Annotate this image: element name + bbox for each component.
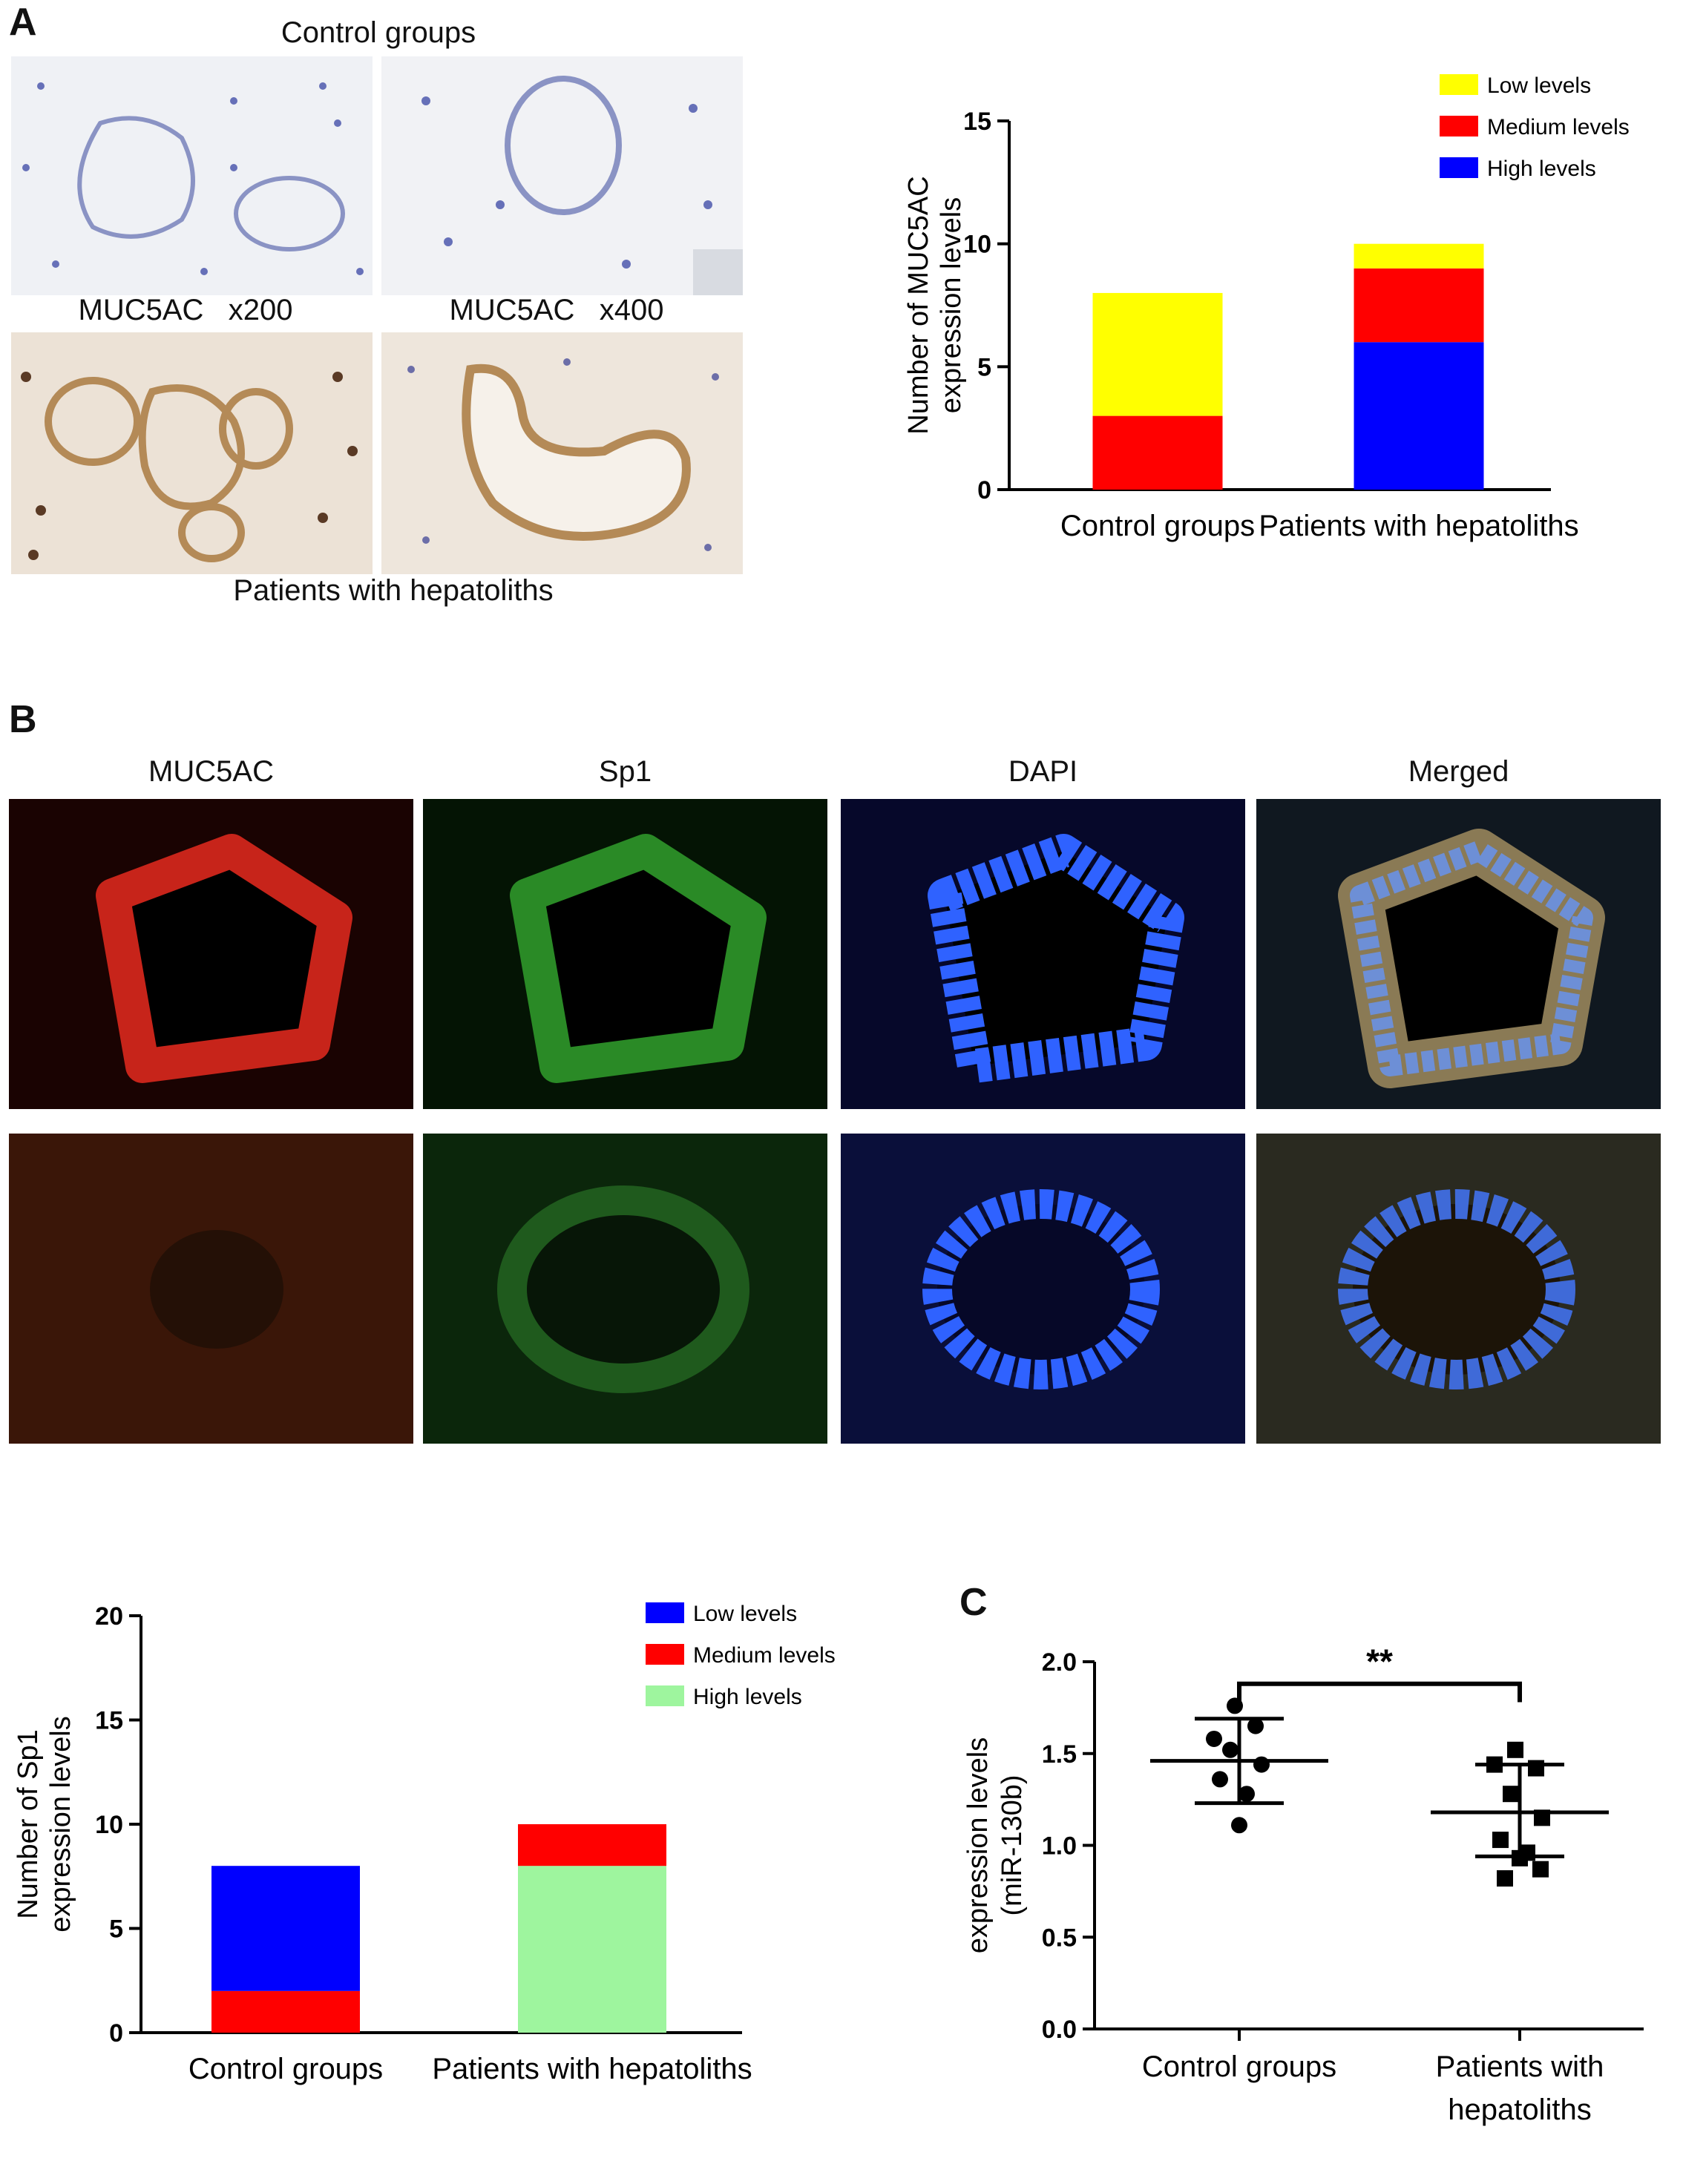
fluorescence-merged-row1 — [1256, 799, 1661, 1109]
data-point-patient — [1497, 1870, 1513, 1887]
y-axis-label: expression levels — [962, 1737, 994, 1953]
micrograph-control-x400 — [381, 56, 743, 295]
bar-segment-low-levels — [211, 1866, 360, 1991]
y-tick-label: 10 — [95, 1811, 123, 1839]
y-tick-label: 0.5 — [1042, 1924, 1077, 1952]
y-tick-label: 0 — [109, 2019, 123, 2048]
bar-segment-medium-levels — [211, 1990, 360, 2033]
channel-label-sp1: Sp1 — [598, 755, 652, 788]
fluorescence-dapi-row1 — [841, 799, 1245, 1109]
legend-swatch — [646, 1685, 684, 1706]
y-tick-label: 15 — [95, 1707, 123, 1735]
x-category-label: Patients with — [1436, 2050, 1604, 2083]
mir130b-scatter-chart: 0.0 0.5 1.0 1.5 2.0 expression levels (miR-130… — [962, 1642, 1644, 2126]
y-tick-label: 10 — [963, 231, 991, 259]
y-axis-label: (miR-130b) — [997, 1774, 1028, 1915]
bar-segment-medium-levels — [1092, 415, 1223, 490]
sp1-levels-chart: 0 5 10 15 20 Number of Sp1 expression levels Co… — [13, 1602, 836, 2085]
y-tick-label: 0.0 — [1042, 2016, 1077, 2044]
bar-segment-medium-levels — [518, 1824, 666, 1866]
significance-label: ** — [1366, 1642, 1393, 1681]
legend-label: Low levels — [1487, 73, 1591, 98]
data-point-patient — [1528, 1760, 1544, 1777]
legend-label: Low levels — [693, 1602, 797, 1626]
channel-label-merged: Merged — [1408, 755, 1509, 788]
y-axis-label: Number of Sp1 — [13, 1729, 44, 1919]
fluorescence-dapi-row2 — [841, 1134, 1245, 1444]
patients-caption: Patients with hepatoliths — [233, 574, 554, 607]
legend-swatch — [646, 1602, 684, 1623]
micrograph-patient-x400 — [381, 332, 743, 574]
legend-label: High levels — [693, 1685, 802, 1709]
y-tick-label: 5 — [977, 353, 991, 381]
channel-label-dapi: DAPI — [1008, 755, 1078, 788]
y-tick-label: 1.0 — [1042, 1832, 1077, 1861]
bar-segment-high-levels — [1354, 342, 1484, 490]
x-category-label: Control groups — [188, 2053, 383, 2085]
micrograph-control-x200 — [11, 56, 373, 295]
legend-label: Medium levels — [693, 1643, 836, 1668]
data-point-patient — [1503, 1786, 1519, 1803]
data-point-patient — [1532, 1861, 1549, 1878]
data-point-control — [1206, 1730, 1222, 1747]
legend-swatch — [1440, 116, 1478, 136]
panel-b-letter: B — [9, 698, 37, 741]
y-tick-label: 20 — [95, 1602, 123, 1631]
data-point-control — [1212, 1771, 1228, 1788]
y-axis-label: Number of MUC5AC — [903, 176, 934, 434]
x-category-label: Control groups — [1142, 2050, 1336, 2083]
fluorescence-sp1-row2 — [423, 1134, 827, 1444]
magnification-label-x200: MUC5AC x200 — [78, 294, 293, 326]
x-category-label: Patients with hepatoliths — [432, 2053, 752, 2085]
y-tick-label: 1.5 — [1042, 1740, 1077, 1769]
bar-segment-high-levels — [518, 1866, 666, 2033]
data-point-patient — [1492, 1832, 1509, 1849]
y-axis-label: expression levels — [936, 197, 967, 413]
legend-label: High levels — [1487, 157, 1596, 181]
y-tick-label: 0 — [977, 476, 991, 504]
control-groups-caption: Control groups — [280, 16, 476, 49]
y-tick-label: 15 — [963, 108, 991, 136]
legend-label: Medium levels — [1487, 115, 1630, 139]
panel-c-letter: C — [959, 1581, 988, 1624]
fluorescence-muc5ac-row1 — [9, 799, 413, 1109]
fluorescence-sp1-row1 — [423, 799, 827, 1109]
magnification-label-x400: MUC5AC x400 — [449, 294, 664, 326]
bar-segment-low-levels — [1354, 243, 1484, 269]
data-point-control — [1231, 1817, 1247, 1834]
x-category-label: Control groups — [1060, 510, 1255, 542]
x-category-label: Patients with hepatoliths — [1259, 510, 1578, 542]
legend-swatch — [1440, 157, 1478, 178]
y-tick-label: 5 — [109, 1915, 123, 1944]
y-axis-label: expression levels — [45, 1716, 76, 1932]
legend-swatch — [646, 1644, 684, 1665]
data-point-control — [1222, 1741, 1239, 1758]
bar-segment-medium-levels — [1354, 268, 1484, 343]
muc5ac-levels-chart: 0 5 10 15 Number of MUC5AC expression levels C… — [903, 73, 1630, 542]
data-point-control — [1253, 1756, 1270, 1773]
channel-label-muc5ac: MUC5AC — [148, 755, 274, 788]
significance-bracket — [1237, 1681, 1522, 1703]
x-category-label: hepatoliths — [1448, 2093, 1591, 2126]
y-tick-label: 2.0 — [1042, 1648, 1077, 1677]
micrograph-patient-x200 — [11, 332, 373, 574]
panel-a-letter: A — [9, 1, 37, 44]
fluorescence-muc5ac-row2 — [9, 1134, 413, 1444]
fluorescence-merged-row2 — [1256, 1134, 1661, 1444]
legend-swatch — [1440, 74, 1478, 95]
bar-segment-low-levels — [1092, 292, 1223, 416]
data-point-control — [1247, 1717, 1264, 1734]
data-point-control — [1239, 1786, 1255, 1803]
data-point-patient — [1507, 1741, 1523, 1758]
